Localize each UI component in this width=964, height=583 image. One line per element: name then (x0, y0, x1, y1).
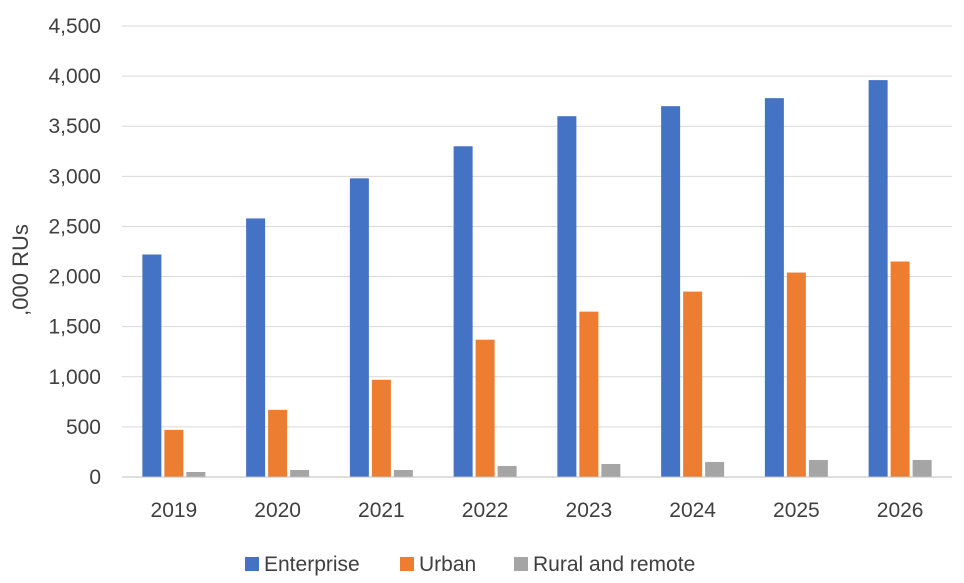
y-tick-label: 2,000 (48, 266, 101, 289)
legend-label: Urban (419, 553, 476, 576)
legend-swatch (400, 557, 414, 571)
x-tick-label: 2025 (773, 499, 820, 522)
bar-urban-2025 (786, 272, 806, 477)
legend: Enterprise Urban Rural and remote (245, 553, 695, 576)
x-tick-label: 2023 (566, 499, 613, 522)
y-tick-label: 0 (89, 466, 101, 489)
bar-rural-and-remote-2022 (497, 465, 517, 477)
x-tick-label: 2021 (358, 499, 405, 522)
bar-enterprise-2022 (453, 146, 473, 477)
y-axis-title: ,000 RUs (8, 224, 33, 316)
x-tick-label: 2024 (669, 499, 716, 522)
y-axis-tick-labels: 0 500 1,000 1,500 2,000 2,500 3,000 3,500 4,000 4… (48, 15, 101, 489)
bar-rural-and-remote-2019 (186, 471, 206, 477)
y-tick-label: 1,000 (48, 366, 101, 389)
bar-rural-and-remote-2021 (393, 469, 413, 477)
bar-rural-and-remote-2025 (808, 459, 828, 477)
bar-enterprise-2019 (142, 254, 162, 477)
bar-urban-2024 (683, 291, 703, 477)
y-tick-label: 3,500 (48, 115, 101, 138)
bar-urban-2020 (268, 409, 288, 477)
x-tick-label: 2019 (151, 499, 198, 522)
bar-urban-2026 (890, 261, 910, 477)
y-tick-label: 1,500 (48, 316, 101, 339)
bar-enterprise-2026 (868, 80, 888, 478)
bar-enterprise-2024 (661, 106, 681, 477)
legend-swatch (514, 557, 528, 571)
bar-rural-and-remote-2026 (912, 459, 932, 477)
x-axis-tick-labels: 2019 2020 2021 2022 2023 2024 2025 2026 (151, 499, 924, 522)
bar-rural-and-remote-2024 (705, 461, 725, 477)
x-tick-label: 2026 (877, 499, 924, 522)
bar-urban-2022 (475, 339, 495, 477)
bar-enterprise-2023 (557, 116, 577, 477)
bar-enterprise-2020 (246, 218, 266, 477)
x-tick-label: 2022 (462, 499, 509, 522)
legend-swatch (245, 557, 259, 571)
y-tick-label: 3,000 (48, 165, 101, 188)
bar-enterprise-2025 (764, 98, 784, 477)
legend-label: Rural and remote (533, 553, 695, 576)
y-tick-label: 4,500 (48, 15, 101, 38)
y-tick-label: 500 (66, 416, 101, 439)
bar-rural-and-remote-2023 (601, 463, 621, 477)
bar-urban-2021 (371, 379, 391, 477)
x-tick-label: 2020 (254, 499, 301, 522)
y-tick-label: 2,500 (48, 215, 101, 238)
legend-label: Enterprise (264, 553, 360, 576)
bars (142, 80, 932, 478)
bar-rural-and-remote-2020 (290, 469, 310, 477)
y-tick-label: 4,000 (48, 65, 101, 88)
bar-enterprise-2021 (349, 178, 369, 478)
bar-urban-2023 (579, 311, 599, 477)
bar-urban-2019 (164, 429, 184, 477)
